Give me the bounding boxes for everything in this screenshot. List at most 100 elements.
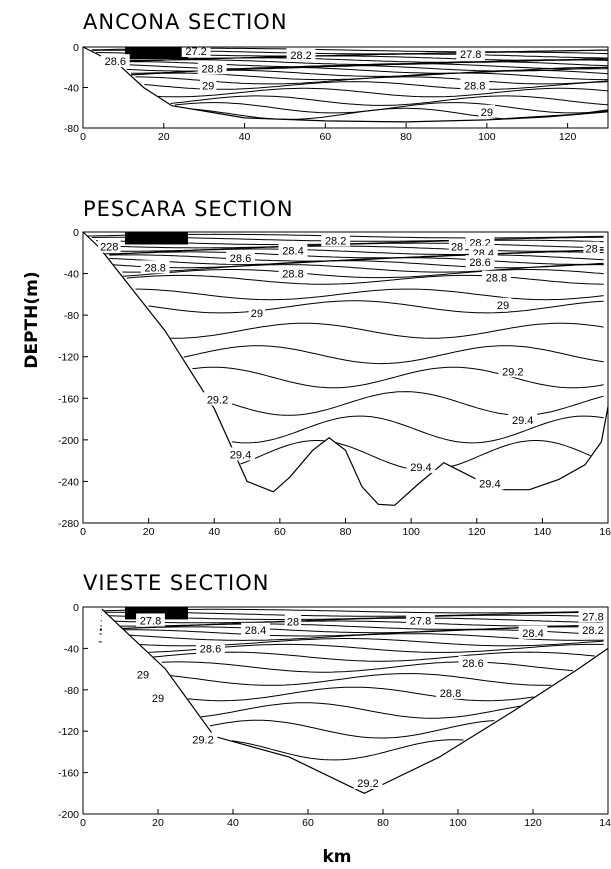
- contour-label: 29.4: [512, 415, 533, 427]
- contour-label: 29: [481, 107, 493, 119]
- y-tick-label: 0: [73, 602, 79, 614]
- contour-label: 28.6: [462, 658, 483, 670]
- x-tick-label: 100: [449, 817, 467, 829]
- isotherm-line: [144, 81, 608, 90]
- x-axis-title: km: [322, 847, 351, 867]
- contour-label-bg: [284, 614, 302, 628]
- isotherm-line: [174, 102, 608, 114]
- contour-label-bg: [578, 622, 608, 636]
- contour-label: 29: [202, 80, 214, 92]
- contour-label: 28.8: [486, 273, 507, 285]
- dense-isotherm-block: [125, 232, 188, 245]
- x-tick-label: 140: [534, 526, 552, 538]
- contour-label-bg: [406, 613, 435, 627]
- y-tick-label: -80: [64, 123, 79, 135]
- contour-label-bg: [196, 641, 225, 655]
- seafloor-mask-left: [83, 607, 102, 814]
- contour-label: 28.8: [202, 63, 223, 75]
- contour-label: 29: [497, 300, 509, 312]
- contour-label-bg: [465, 235, 495, 249]
- plot-frame: [82, 606, 609, 815]
- isotherm-line: [170, 322, 604, 339]
- contour-label: 28.4: [282, 246, 303, 258]
- x-tick-label: 20: [158, 131, 170, 143]
- y-axis-title: DEPTH(m): [22, 271, 42, 368]
- contour-label-bg: [578, 609, 608, 623]
- contour-label: 29: [137, 669, 149, 681]
- isotherm-line: [161, 661, 574, 673]
- isotherm-line: [209, 391, 604, 416]
- y-tick-label: -40: [64, 83, 79, 95]
- contour-label-bg: [406, 459, 436, 473]
- x-tick-label: 100: [478, 131, 496, 143]
- contour-label-bg: [456, 47, 486, 61]
- contour-label: 29: [251, 308, 263, 320]
- y-tick-label: -80: [64, 685, 79, 697]
- contour-label-bg: [278, 243, 308, 257]
- x-tick-label: 80: [377, 817, 389, 829]
- isotherm-line: [109, 254, 604, 262]
- isotherm-line: [152, 651, 595, 662]
- contour-label: 28.2: [582, 625, 603, 637]
- contour-label-bg: [199, 78, 217, 92]
- y-tick-label: -80: [64, 310, 79, 322]
- contour-label-bg: [278, 266, 308, 280]
- contour-label-bg: [460, 78, 490, 92]
- y-tick-label: 0: [73, 42, 79, 54]
- contour-label-bg: [518, 625, 548, 639]
- contour-label: 28.8: [144, 262, 165, 274]
- isotherm-line: [231, 739, 464, 761]
- x-tick-label: 80: [340, 526, 352, 538]
- contour-label-bg: [286, 48, 316, 62]
- contour-label: 28.8: [440, 688, 461, 700]
- contour-label: 29.2: [357, 778, 378, 790]
- isotherm-line: [170, 95, 608, 106]
- y-tick-label: -120: [58, 352, 79, 364]
- contour-label: 28.2: [290, 50, 311, 62]
- contour-label: 28.2: [325, 235, 346, 247]
- contour-label-bg: [498, 364, 528, 378]
- contour-label-bg: [465, 255, 495, 269]
- x-tick-label: 0: [80, 131, 86, 143]
- contour-label: 27.8: [460, 49, 481, 61]
- contour-label-bg: [226, 447, 255, 461]
- contour-label: 28.6: [469, 257, 490, 269]
- isotherm-line: [135, 288, 604, 301]
- isotherm-line: [183, 345, 604, 365]
- isotherm-line: [104, 245, 604, 252]
- isotherm-line: [122, 269, 604, 279]
- contour-label: 28.6: [200, 643, 221, 655]
- y-tick-label: -160: [58, 768, 79, 780]
- x-tick-label: 40: [208, 526, 220, 538]
- isotherm-line: [100, 242, 604, 249]
- contour-label-bg: [140, 260, 170, 274]
- x-tick-label: 60: [274, 526, 286, 538]
- isotherm-line: [209, 719, 495, 739]
- y-tick-label: -200: [58, 435, 79, 447]
- contour-label-bg: [458, 655, 488, 669]
- contour-label: 28: [585, 244, 597, 256]
- contour-label-bg: [226, 250, 255, 264]
- x-tick-label: 100: [402, 526, 420, 538]
- x-tick-label: 80: [400, 131, 412, 143]
- y-tick-label: -200: [58, 809, 79, 821]
- ancona-section-title: ANCONA SECTION: [83, 10, 288, 34]
- isotherm-line: [113, 260, 604, 269]
- ancona-plot: 27.2 28.2 27.8 28.6 28.8 29 28.8 29 0 20 40 60 80 100…: [64, 42, 609, 143]
- x-tick-label: 120: [524, 817, 542, 829]
- isotherm-line: [201, 702, 521, 719]
- contour-label: 27.8: [140, 615, 161, 627]
- contour-label: 28.6: [105, 56, 126, 68]
- isotherm-line: [109, 251, 604, 259]
- contour-label: 28: [451, 242, 463, 254]
- contour-label: 29.2: [192, 734, 213, 746]
- x-tick-label: 20: [152, 817, 164, 829]
- contour-label: 27.8: [582, 611, 603, 623]
- contour-label: 27.2: [185, 46, 206, 58]
- y-tick-label: -160: [58, 393, 79, 405]
- contour-label-bg: [100, 54, 130, 68]
- bottom-profile: [101, 608, 609, 794]
- contour-label: 228: [100, 242, 118, 254]
